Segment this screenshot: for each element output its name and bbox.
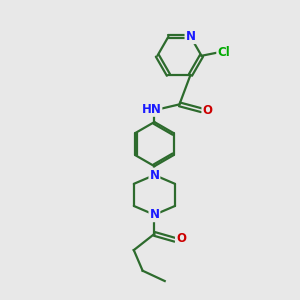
- Text: Cl: Cl: [217, 46, 230, 59]
- Text: N: N: [185, 30, 196, 43]
- Text: N: N: [149, 208, 159, 221]
- Text: HN: HN: [142, 103, 161, 116]
- Text: N: N: [149, 169, 159, 182]
- Text: O: O: [202, 104, 212, 117]
- Text: O: O: [176, 232, 186, 245]
